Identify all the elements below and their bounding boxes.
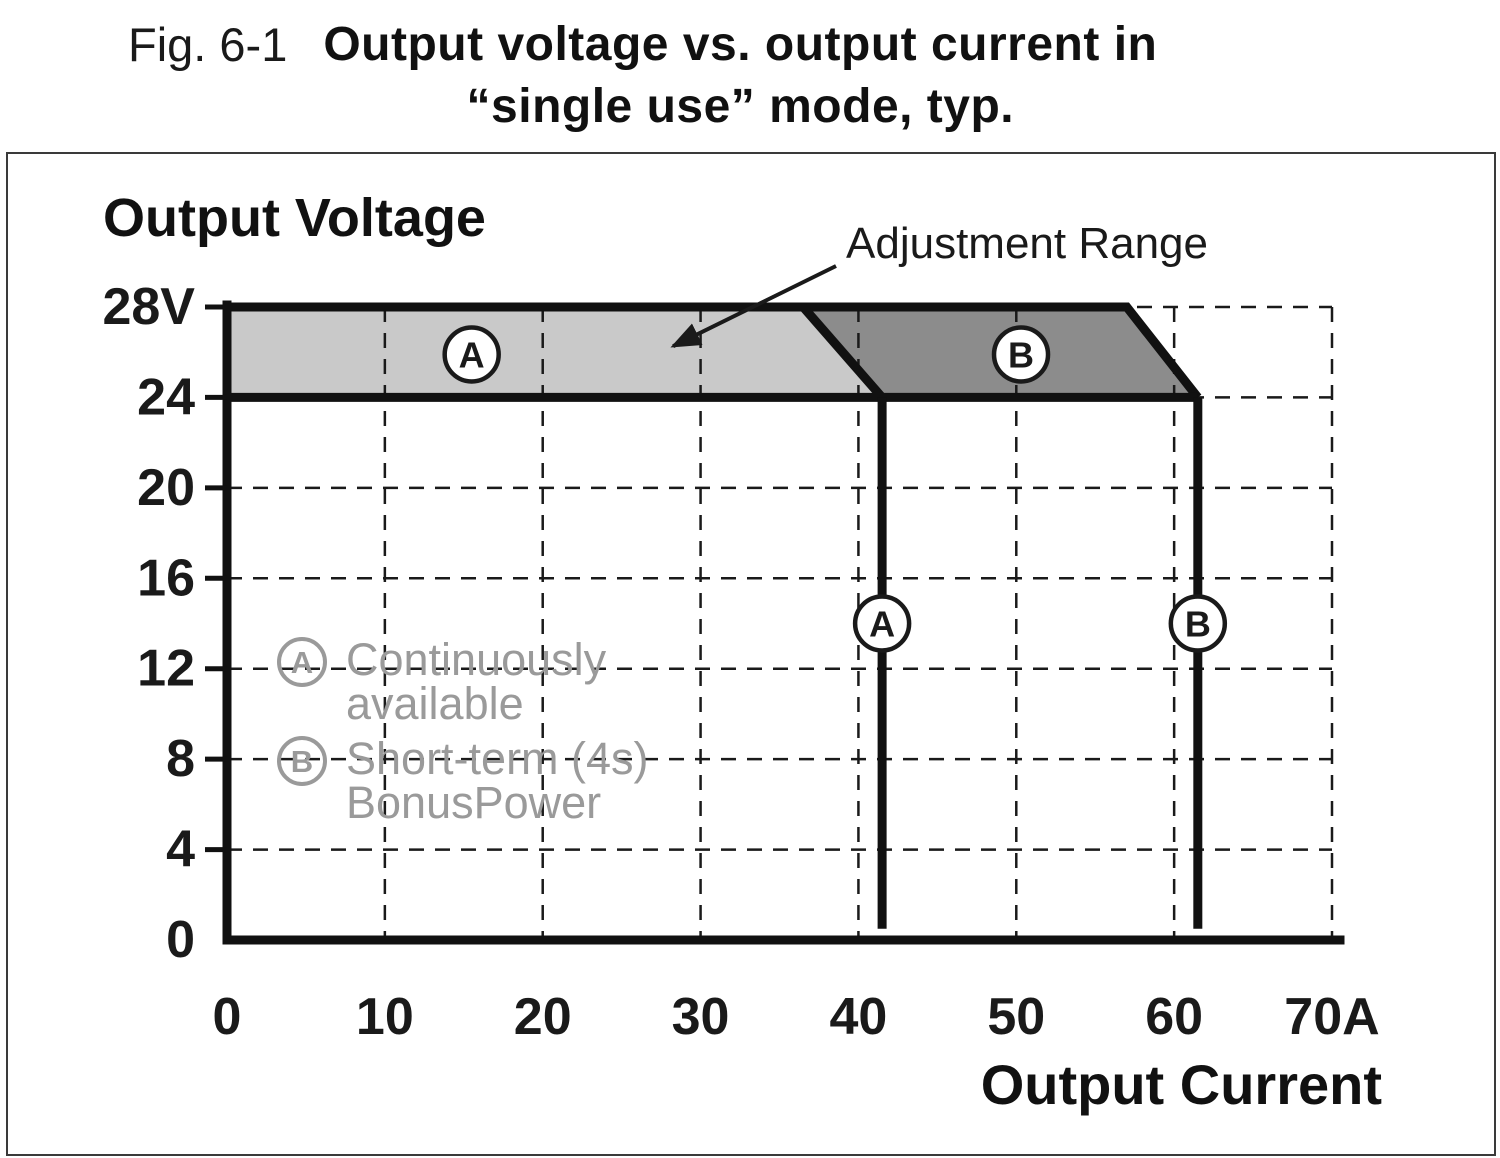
region-badge-A: A: [442, 325, 501, 384]
legend-symbol-B: [277, 736, 327, 786]
y-tick-label-28: 28V: [102, 278, 195, 336]
limit-badge-A-letter: A: [869, 604, 895, 645]
envelope-top: [227, 302, 1202, 401]
y-tick-label-24: 24: [137, 368, 195, 426]
x-tick-label-30: 30: [672, 988, 730, 1046]
figure-caption-line1: Output voltage vs. output current in: [323, 18, 1158, 71]
y-axis-title: Output Voltage: [103, 188, 486, 248]
legend-text-line: Continuously: [346, 634, 607, 685]
region-A: [227, 307, 883, 398]
region-badge-A-circle: [442, 325, 501, 384]
adjustment-range-label: Adjustment Range: [846, 219, 1208, 268]
region-badge-B-letter: B: [1008, 334, 1034, 375]
y-tick-label-12: 12: [137, 640, 195, 698]
limit-badge-A-circle: [852, 594, 912, 653]
figure-title: Fig. 6-1 Output voltage vs. output curre…: [128, 14, 1157, 139]
x-tick-label-20: 20: [514, 988, 572, 1046]
legend-text-line: BonusPower: [346, 777, 601, 828]
x-tick-label-40: 40: [830, 988, 888, 1046]
chart-frame: 0 4 8 12 16 20 24 28V 0 10 20 30 40 50 60 70A A B A B A Conti…: [6, 152, 1496, 1156]
y-tick-label-8: 8: [166, 730, 195, 788]
output-voltage-current-chart: 0 4 8 12 16 20 24 28V 0 10 20 30 40 50 60 70A A B A B A Conti…: [102, 188, 1382, 1116]
x-tick-label-60: 60: [1145, 988, 1203, 1046]
limit-badge-B-letter: B: [1185, 604, 1211, 645]
y-tick-label-16: 16: [137, 549, 195, 607]
limit-badge-A: A: [852, 594, 912, 653]
figure-caption-line2: “single use” mode, typ.: [466, 80, 1015, 134]
y-tick-label-4: 4: [166, 821, 195, 879]
limit-badge-B-circle: [1168, 594, 1228, 653]
x-tick-label-10: 10: [356, 988, 414, 1046]
adjustment-range-arrow: [670, 264, 837, 349]
legend-item-B: B Short-term (4s)BonusPower: [277, 733, 649, 828]
y-tick-label-0: 0: [166, 911, 195, 969]
limit-badge-B: B: [1168, 594, 1228, 653]
y-tick-label-20: 20: [137, 459, 195, 517]
region-badge-B: B: [991, 325, 1051, 384]
figure-caption: Output voltage vs. output current in “si…: [323, 14, 1157, 139]
figure-number: Fig. 6-1: [128, 18, 288, 71]
x-tick-label-0: 0: [213, 988, 242, 1046]
x-tick-label-50: 50: [987, 988, 1045, 1046]
legend-text-line: Short-term (4s): [346, 733, 649, 784]
x-tick-label-70: 70A: [1284, 988, 1379, 1046]
legend-symbol-A: [277, 637, 327, 687]
region-badge-A-letter: A: [459, 334, 485, 375]
legend-symbol-letter-A: A: [291, 645, 313, 680]
x-axis-title: Output Current: [981, 1053, 1382, 1116]
legend-text-line: available: [346, 678, 524, 729]
envelope-ab-boundary: [799, 304, 886, 401]
legend-symbol-letter-B: B: [291, 744, 313, 779]
region-badge-B-circle: [991, 325, 1051, 384]
